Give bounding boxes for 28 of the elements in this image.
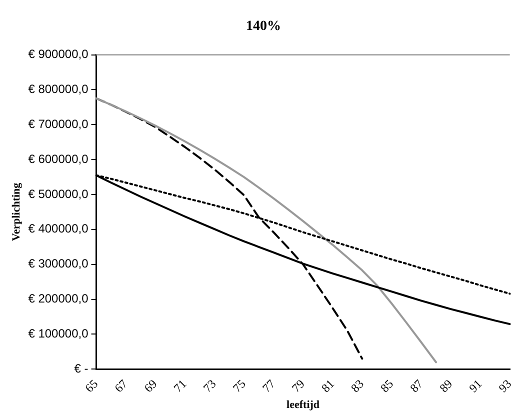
y-tick-label: € 600000,0 (28, 152, 89, 166)
y-tick-label: € 300000,0 (28, 256, 89, 271)
x-tick-label: 87 (407, 376, 426, 396)
x-tick-label: 93 (496, 376, 514, 396)
x-tick-label: 65 (82, 376, 101, 396)
y-tick-label: € 500000,0 (28, 186, 89, 201)
y-tick-label: € 800000,0 (28, 82, 89, 96)
x-axis-title: leeftijd (286, 399, 320, 412)
chart-title: 140% (246, 19, 281, 34)
x-tick-label: 69 (141, 376, 160, 396)
y-tick-label: € 100000,0 (28, 326, 89, 341)
x-tick-label: 77 (259, 376, 278, 396)
y-tick-label: € 200000,0 (28, 292, 89, 306)
x-tick-label: 73 (200, 376, 219, 396)
x-tick-label: 71 (170, 376, 190, 396)
x-tick-label: 81 (318, 376, 337, 396)
x-tick-label: 75 (230, 376, 248, 396)
x-tick-label: 85 (378, 376, 396, 396)
x-tick-label: 89 (436, 376, 456, 396)
y-tick-label: € 900000,0 (28, 47, 89, 62)
y-tick-label: € - (74, 361, 88, 376)
x-tick-label: 67 (112, 376, 130, 396)
x-tick-label: 79 (289, 376, 308, 396)
x-tick-label: 91 (466, 376, 485, 396)
x-tick-label: 83 (348, 376, 366, 396)
y-tick-label: € 400000,0 (28, 222, 89, 236)
y-axis-title: Verplichting (10, 182, 22, 242)
y-tick-label: € 700000,0 (28, 116, 89, 131)
